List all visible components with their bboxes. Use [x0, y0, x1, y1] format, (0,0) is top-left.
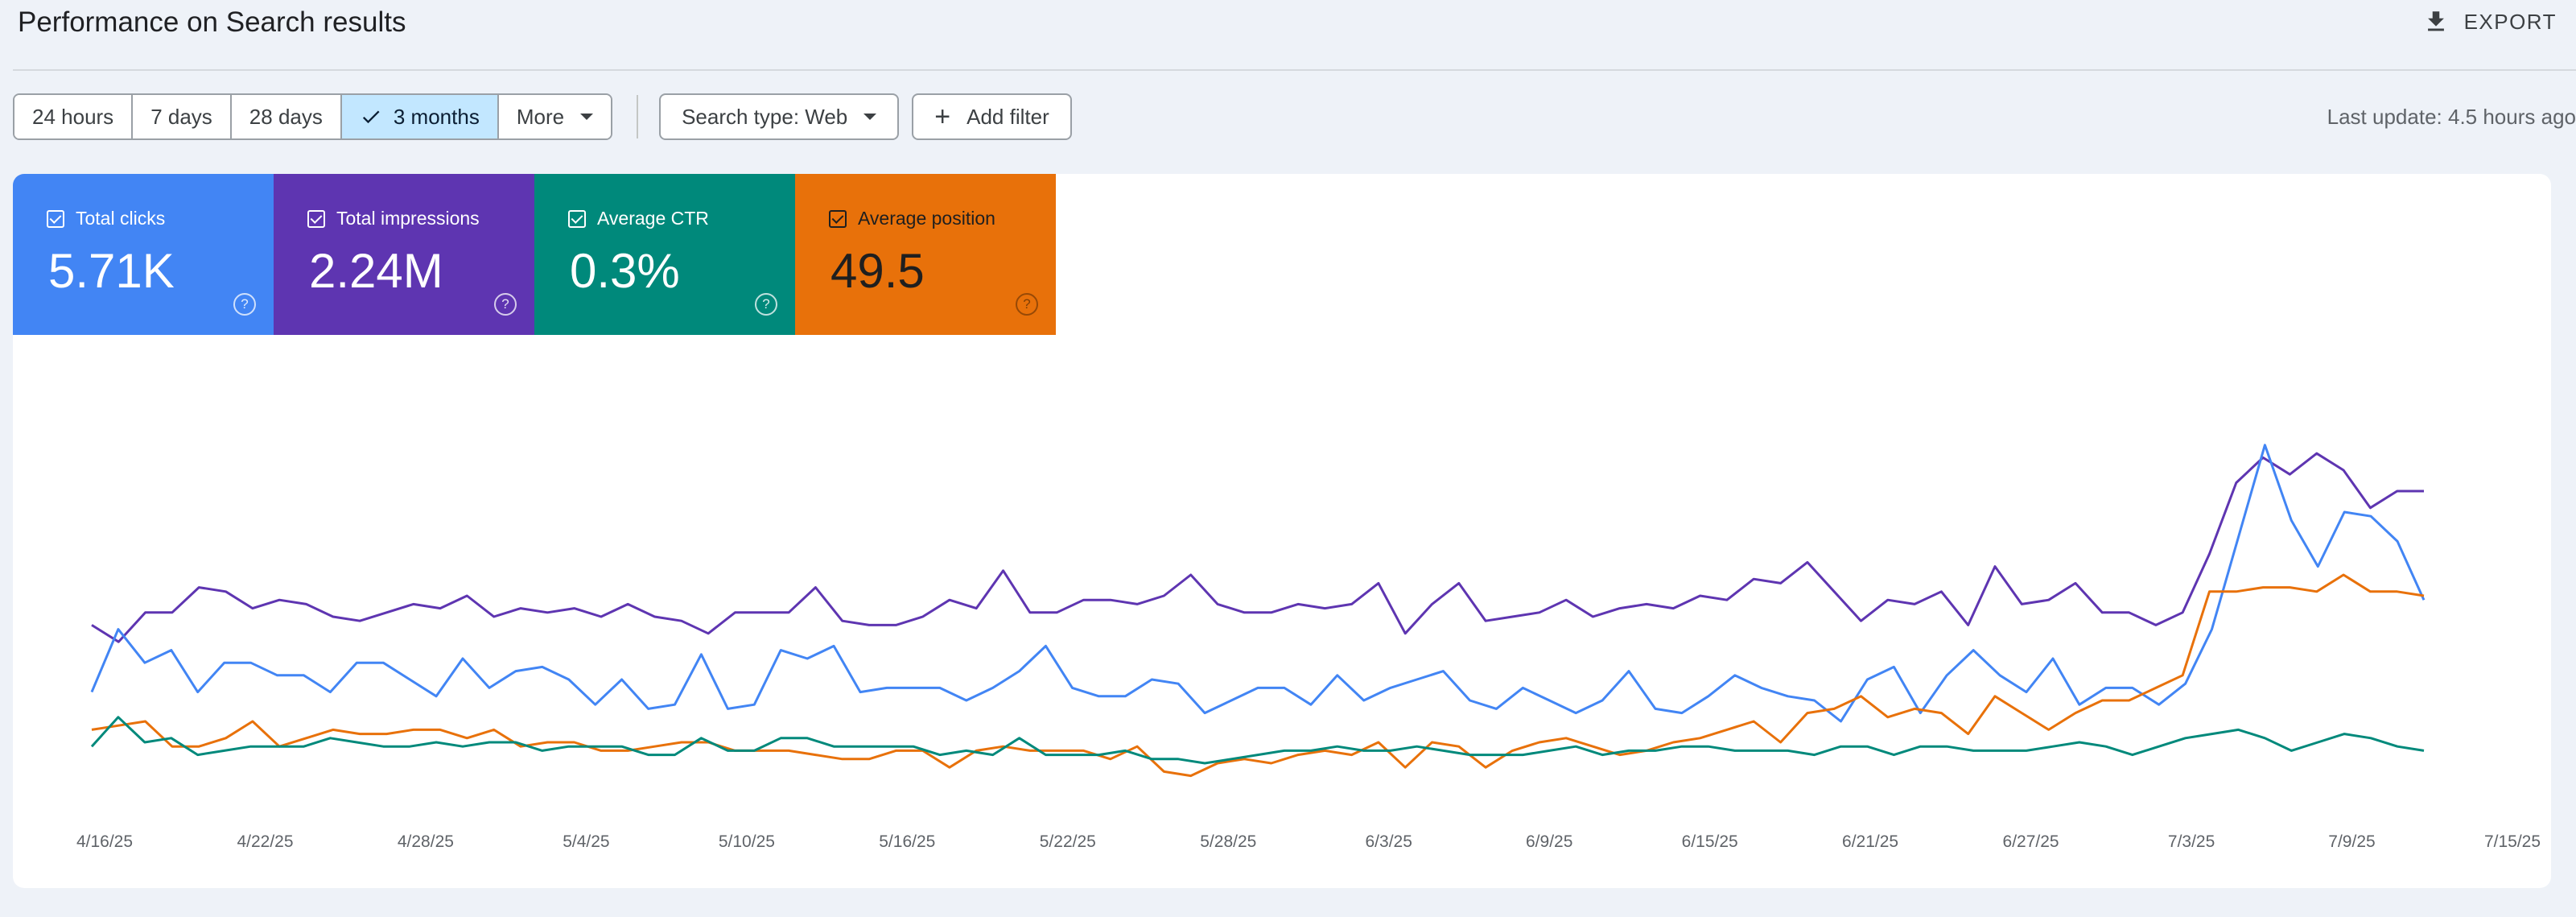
x-tick-label: 6/27/25 — [2003, 832, 2059, 851]
help-icon[interactable]: ? — [1016, 293, 1038, 316]
help-icon[interactable]: ? — [755, 293, 777, 316]
range-more-dropdown[interactable]: More — [498, 95, 612, 138]
x-tick-label: 7/3/25 — [2168, 832, 2215, 851]
metric-label: Total clicks — [76, 208, 166, 229]
x-tick-label: 5/16/25 — [879, 832, 935, 851]
performance-chart[interactable]: 4/16/25 4/22/25 4/28/25 5/4/25 5/10/25 5/16/2… — [13, 174, 2551, 888]
x-tick-label: 5/22/25 — [1040, 832, 1096, 851]
series-line-average-position — [91, 573, 2425, 778]
checkbox-icon[interactable] — [307, 209, 325, 228]
x-tick-label: 5/10/25 — [719, 832, 775, 851]
range-label: 7 days — [150, 104, 212, 129]
plus-icon: + — [934, 101, 951, 132]
search-type-dropdown[interactable]: Search type: Web — [659, 93, 900, 140]
metric-label: Average position — [858, 208, 995, 229]
help-icon[interactable]: ? — [494, 293, 517, 316]
x-tick-label: 6/21/25 — [1842, 832, 1898, 851]
metric-card-average-ctr[interactable]: Average CTR 0.3% ? — [534, 174, 795, 335]
x-tick-label: 6/15/25 — [1682, 832, 1738, 851]
x-tick-label: 5/28/25 — [1200, 832, 1256, 851]
search-type-label: Search type: Web — [682, 104, 848, 129]
performance-panel: Total clicks 5.71K ? Total impressions 2… — [13, 174, 2551, 888]
help-icon[interactable]: ? — [233, 293, 256, 316]
metric-card-total-impressions[interactable]: Total impressions 2.24M ? — [274, 174, 534, 335]
range-24-hours-button[interactable]: 24 hours — [14, 95, 134, 138]
range-label: 28 days — [249, 104, 323, 129]
chevron-down-icon — [863, 114, 877, 120]
metric-label: Total impressions — [336, 208, 480, 229]
range-label: More — [516, 104, 565, 129]
metric-card-total-clicks[interactable]: Total clicks 5.71K ? — [13, 174, 274, 335]
chevron-down-icon — [580, 114, 594, 120]
x-tick-label: 6/9/25 — [1526, 832, 1572, 851]
header-divider — [13, 69, 2576, 71]
x-tick-label: 7/9/25 — [2328, 832, 2375, 851]
date-range-selector: 24 hours 7 days 28 days 3 months More — [13, 93, 613, 140]
range-label: 3 months — [393, 104, 480, 129]
export-label: EXPORT — [2463, 9, 2557, 34]
checkbox-icon[interactable] — [568, 209, 586, 228]
metric-value: 5.71K — [48, 244, 175, 298]
x-tick-label: 4/22/25 — [237, 832, 293, 851]
export-button[interactable]: EXPORT — [2422, 8, 2557, 35]
download-icon — [2427, 11, 2444, 31]
x-tick-label: 4/16/25 — [76, 832, 133, 851]
add-filter-label: Add filter — [967, 104, 1049, 129]
page-title: Performance on Search results — [18, 6, 406, 38]
checkbox-icon[interactable] — [829, 209, 847, 228]
metric-value: 2.24M — [309, 244, 443, 298]
range-28-days-button[interactable]: 28 days — [231, 95, 342, 138]
series-line-average-ctr — [90, 716, 2425, 765]
metric-label: Average CTR — [597, 208, 709, 229]
x-tick-label: 7/15/25 — [2484, 832, 2541, 851]
checkbox-icon[interactable] — [47, 209, 64, 228]
metric-value: 0.3% — [570, 244, 680, 298]
x-tick-label: 5/4/25 — [563, 832, 609, 851]
range-7-days-button[interactable]: 7 days — [133, 95, 232, 138]
toolbar: 24 hours 7 days 28 days 3 months More Se… — [13, 93, 1072, 140]
check-icon — [362, 110, 380, 124]
last-update-text: Last update: 4.5 hours ago — [2327, 105, 2576, 129]
x-tick-label: 6/3/25 — [1366, 832, 1412, 851]
metric-cards: Total clicks 5.71K ? Total impressions 2… — [13, 174, 1056, 335]
x-tick-label: 4/28/25 — [398, 832, 454, 851]
toolbar-separator — [637, 95, 639, 138]
add-filter-button[interactable]: + Add filter — [912, 93, 1072, 140]
range-label: 24 hours — [32, 104, 114, 129]
metric-card-average-position[interactable]: Average position 49.5 ? — [795, 174, 1056, 335]
metric-value: 49.5 — [831, 244, 925, 298]
series-line-total-impressions — [91, 452, 2424, 643]
range-3-months-button[interactable]: 3 months — [341, 95, 499, 138]
series-line-total-clicks — [90, 444, 2426, 723]
